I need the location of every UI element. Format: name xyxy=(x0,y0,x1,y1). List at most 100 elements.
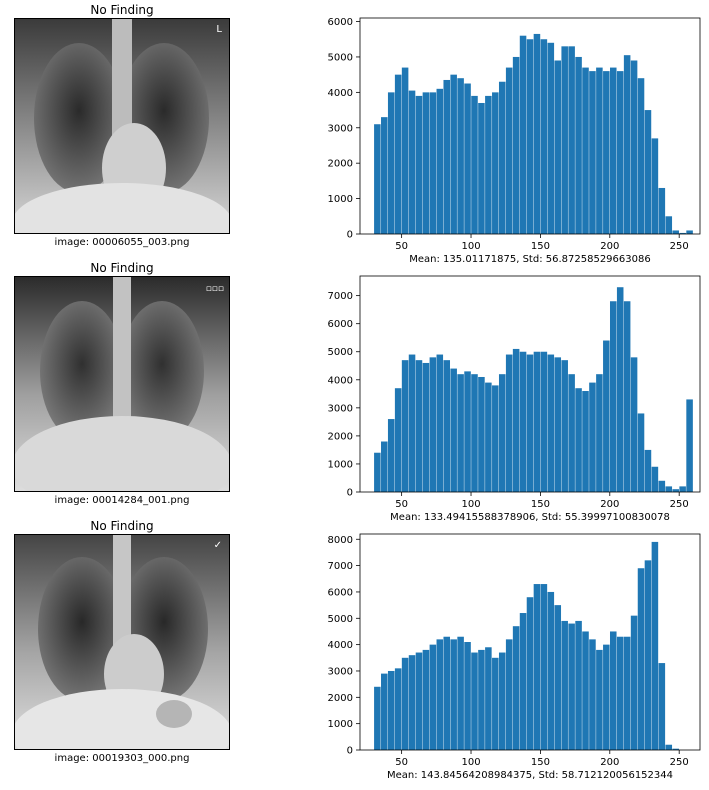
histogram-bar xyxy=(589,639,596,750)
y-tick-label: 0 xyxy=(347,746,353,757)
image-side-marker: ✓ xyxy=(213,540,222,551)
histogram-bar xyxy=(429,357,437,492)
histogram-bar xyxy=(381,673,388,750)
y-tick-label: 8000 xyxy=(328,535,353,546)
histogram-bar xyxy=(415,652,423,750)
histogram-bar xyxy=(540,584,548,750)
histogram-bar xyxy=(582,631,589,750)
histogram-bar xyxy=(623,636,631,750)
histogram-bar xyxy=(547,42,555,235)
x-tick-label: 250 xyxy=(670,757,689,768)
histogram-bar xyxy=(596,649,603,750)
histogram-bar xyxy=(485,95,492,234)
x-tick-label: 50 xyxy=(395,499,408,510)
histogram-bar xyxy=(457,78,464,235)
chest-xray-image-2: ▫▫▫ xyxy=(12,276,232,516)
x-axis-label: Mean: 133.49415588378906, Std: 55.399971… xyxy=(390,512,670,523)
y-tick-label: 1000 xyxy=(328,719,353,730)
histogram-bar xyxy=(498,374,506,492)
x-tick-label: 150 xyxy=(531,499,550,510)
histogram-bar xyxy=(492,92,499,234)
plot-frame xyxy=(359,17,701,235)
chest-xray-image-3: ✓ xyxy=(12,534,232,779)
histogram-bar xyxy=(575,388,582,492)
y-tick-label: 5000 xyxy=(328,52,353,63)
histogram-bar xyxy=(471,652,478,750)
histogram-bar xyxy=(533,584,541,750)
histogram-bar xyxy=(478,649,485,750)
histogram-bar xyxy=(415,95,423,234)
histogram-bar xyxy=(637,78,645,235)
histogram-bar xyxy=(457,636,464,750)
histogram-bar xyxy=(644,560,652,750)
histogram-bar xyxy=(679,232,686,234)
x-tick-label: 250 xyxy=(670,241,689,252)
histogram-bar xyxy=(540,39,548,234)
histogram-bar xyxy=(672,489,679,492)
histogram-bar xyxy=(512,626,520,750)
histogram-bar xyxy=(561,360,568,492)
histogram-bar xyxy=(637,568,645,750)
histogram-bar xyxy=(616,71,624,235)
histogram-bar xyxy=(651,541,659,750)
x-tick-label: 50 xyxy=(395,757,408,768)
histogram-bar xyxy=(630,357,638,492)
histogram-bar xyxy=(575,56,582,234)
y-tick-label: 4000 xyxy=(328,375,353,386)
histogram-bar xyxy=(526,354,534,492)
histogram-bar xyxy=(512,348,520,492)
y-tick-label: 1000 xyxy=(328,459,353,470)
panel-title-1: No Finding xyxy=(90,3,154,17)
histogram-bar xyxy=(596,67,603,235)
histogram-bar xyxy=(450,368,457,492)
histogram-bar xyxy=(582,391,589,492)
histogram-bar xyxy=(630,615,638,750)
histogram-bar xyxy=(478,102,485,234)
histogram-bar xyxy=(436,88,444,234)
histogram-bar xyxy=(644,449,652,492)
y-tick-label: 1000 xyxy=(328,194,353,205)
histogram-bar xyxy=(589,382,596,492)
histogram-bar xyxy=(547,354,555,492)
histogram-svg-3: 50 100 150 200 250 0 1000 2000 3000 4000 5000 6000 7… xyxy=(328,533,701,781)
histogram-bar xyxy=(401,67,409,235)
histogram-bar xyxy=(547,591,555,750)
histogram-bar xyxy=(512,56,520,234)
histogram-bar xyxy=(394,388,402,492)
histogram-bar xyxy=(457,374,464,492)
histogram-bar xyxy=(672,748,679,750)
y-tick-label: 2000 xyxy=(328,693,353,704)
x-tick-label: 100 xyxy=(461,757,480,768)
histogram-bar xyxy=(464,371,471,492)
histogram-bar xyxy=(436,639,444,750)
histogram-bar xyxy=(492,385,499,492)
histogram-bar xyxy=(374,124,381,234)
histogram-bar xyxy=(394,74,402,235)
panel-title-3: No Finding xyxy=(90,519,154,533)
x-tick-label: 150 xyxy=(531,757,550,768)
histogram-bar xyxy=(658,187,666,234)
histogram-bar xyxy=(554,357,562,492)
histogram-bar xyxy=(533,351,541,492)
y-tick-label: 2000 xyxy=(328,431,353,442)
histogram-bar xyxy=(519,35,527,234)
histogram-bar xyxy=(519,613,527,750)
y-tick-label: 6000 xyxy=(328,319,353,330)
histogram-bar xyxy=(450,74,457,235)
histogram-bar xyxy=(471,374,478,492)
x-tick-label: 200 xyxy=(600,757,619,768)
y-tick-label: 3000 xyxy=(328,403,353,414)
y-tick-label: 4000 xyxy=(328,640,353,651)
histogram-bar xyxy=(443,360,451,492)
histogram-bar xyxy=(422,362,430,492)
histogram-bar xyxy=(637,413,645,492)
histogram-bar xyxy=(568,46,575,235)
histogram-bar xyxy=(603,644,610,750)
histogram-bar xyxy=(374,686,381,750)
x-tick-label: 50 xyxy=(395,241,408,252)
histogram-bar xyxy=(394,668,402,750)
y-tick-label: 7000 xyxy=(328,561,353,572)
histogram-bar xyxy=(609,631,617,750)
histogram-bar xyxy=(492,657,499,750)
histogram-bar xyxy=(381,117,388,234)
